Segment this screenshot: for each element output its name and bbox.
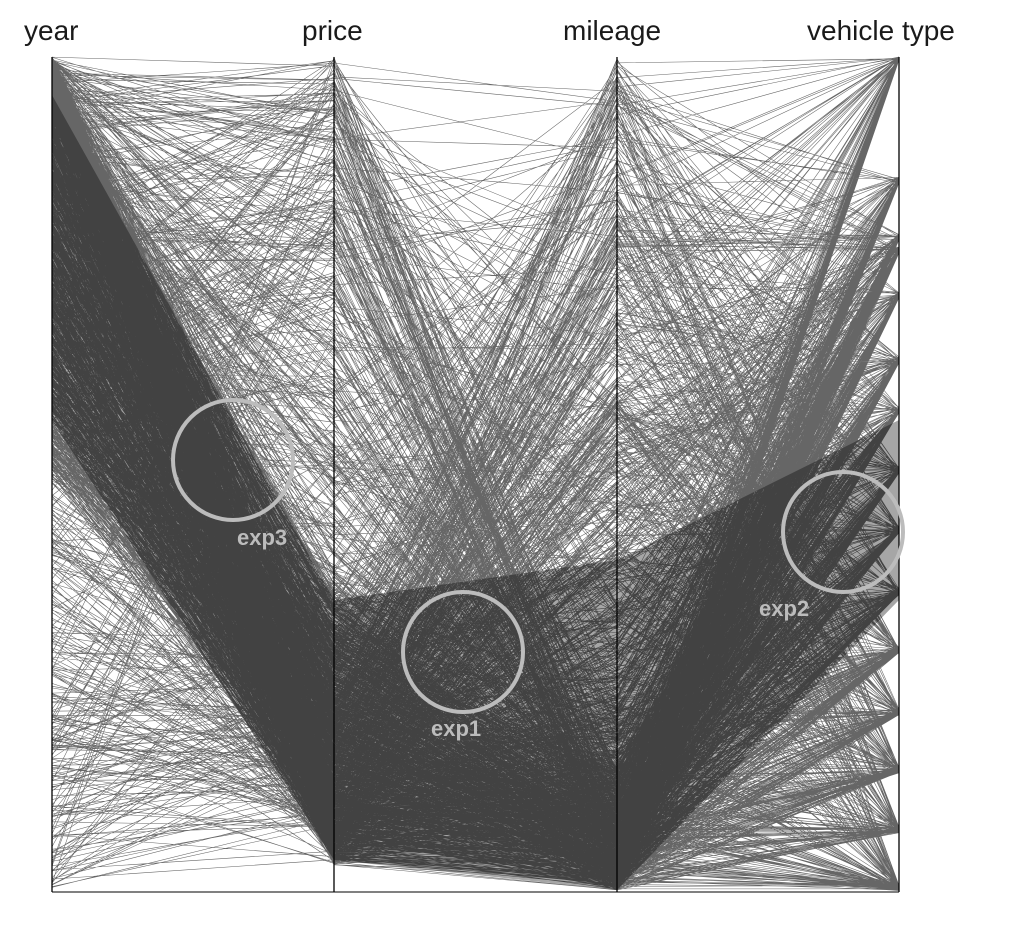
axes — [51, 57, 900, 893]
exp3-circle — [171, 398, 295, 522]
exp2-label: exp2 — [759, 596, 809, 621]
exp1-circle — [401, 590, 525, 714]
highlight-annotations — [171, 398, 905, 714]
exp1-label: exp1 — [431, 716, 481, 741]
axis-label-price: price — [302, 15, 363, 46]
data-lines — [51, 56, 900, 892]
exp2-circle — [781, 470, 905, 594]
exp3-label: exp3 — [237, 525, 287, 550]
polyline-bundle — [51, 56, 900, 892]
axis-label-year: year — [24, 15, 78, 46]
axis-label-mileage: mileage — [563, 15, 661, 46]
axis-label-vehicle-type: vehicle type — [807, 15, 955, 46]
